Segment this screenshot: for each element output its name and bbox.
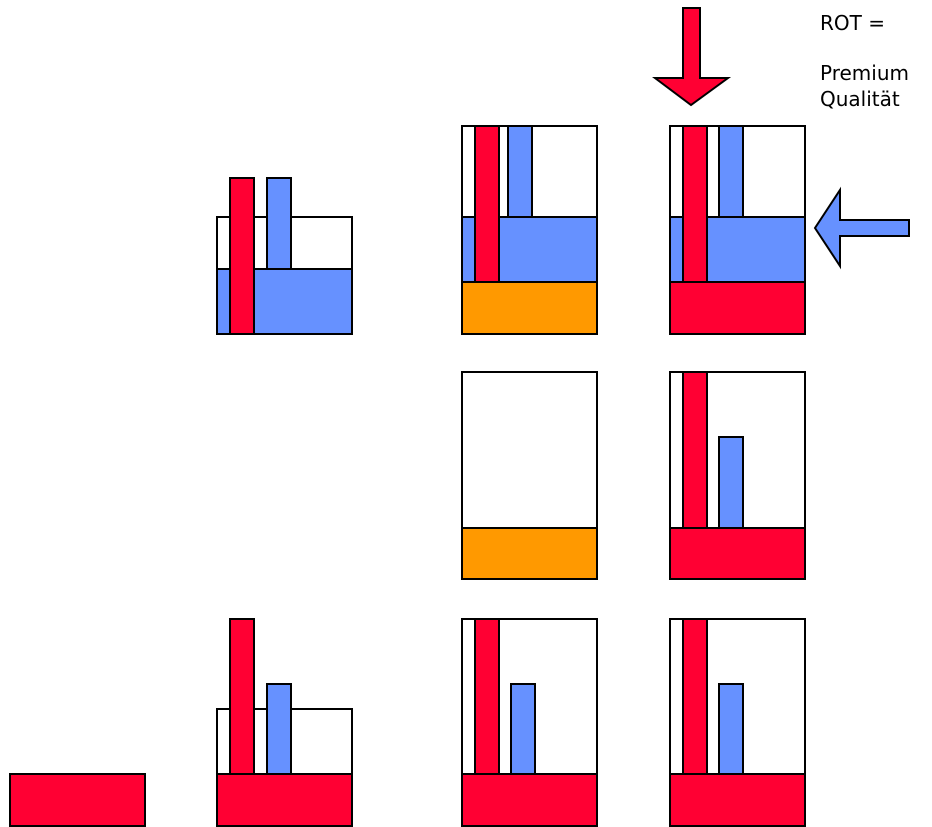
red-pillar bbox=[474, 618, 500, 775]
stack-bottom-col2 bbox=[216, 618, 353, 827]
orange-base bbox=[461, 281, 598, 335]
blue-pillar bbox=[718, 683, 744, 775]
red-base bbox=[9, 773, 146, 827]
red-base bbox=[669, 773, 806, 827]
stack-bottom-col1 bbox=[9, 773, 146, 827]
blue-pillar bbox=[510, 683, 536, 775]
blue-pillar bbox=[266, 177, 292, 270]
blue-pillar bbox=[507, 125, 533, 218]
red-pillar bbox=[682, 125, 708, 283]
legend-line-2: Premium bbox=[820, 61, 909, 85]
red-base bbox=[669, 527, 806, 580]
arrow-down-icon bbox=[652, 7, 732, 107]
blue-pillar bbox=[718, 436, 744, 529]
blue-pillar bbox=[718, 125, 744, 218]
blue-pillar bbox=[266, 683, 292, 775]
stack-top-col4 bbox=[669, 125, 806, 335]
arrow-left-icon bbox=[813, 186, 910, 270]
red-pillar bbox=[682, 618, 708, 775]
legend: ROT = Premium Qualität bbox=[820, 11, 909, 111]
stack-top-col3 bbox=[461, 125, 598, 335]
stack-mid-col4 bbox=[669, 371, 806, 580]
stack-bottom-col3 bbox=[461, 618, 598, 827]
red-base bbox=[216, 773, 353, 827]
legend-line-1: ROT = bbox=[820, 11, 885, 35]
stack-bottom-col4 bbox=[669, 618, 806, 827]
red-pillar bbox=[682, 371, 708, 529]
red-pillar bbox=[474, 125, 500, 283]
stack-top-col2 bbox=[216, 177, 353, 335]
stack-mid-col3 bbox=[461, 371, 598, 580]
red-base bbox=[461, 773, 598, 827]
red-pillar bbox=[229, 177, 255, 335]
red-pillar bbox=[229, 618, 255, 775]
orange-base bbox=[461, 527, 598, 580]
legend-line-3: Qualität bbox=[820, 87, 900, 111]
red-base bbox=[669, 281, 806, 335]
